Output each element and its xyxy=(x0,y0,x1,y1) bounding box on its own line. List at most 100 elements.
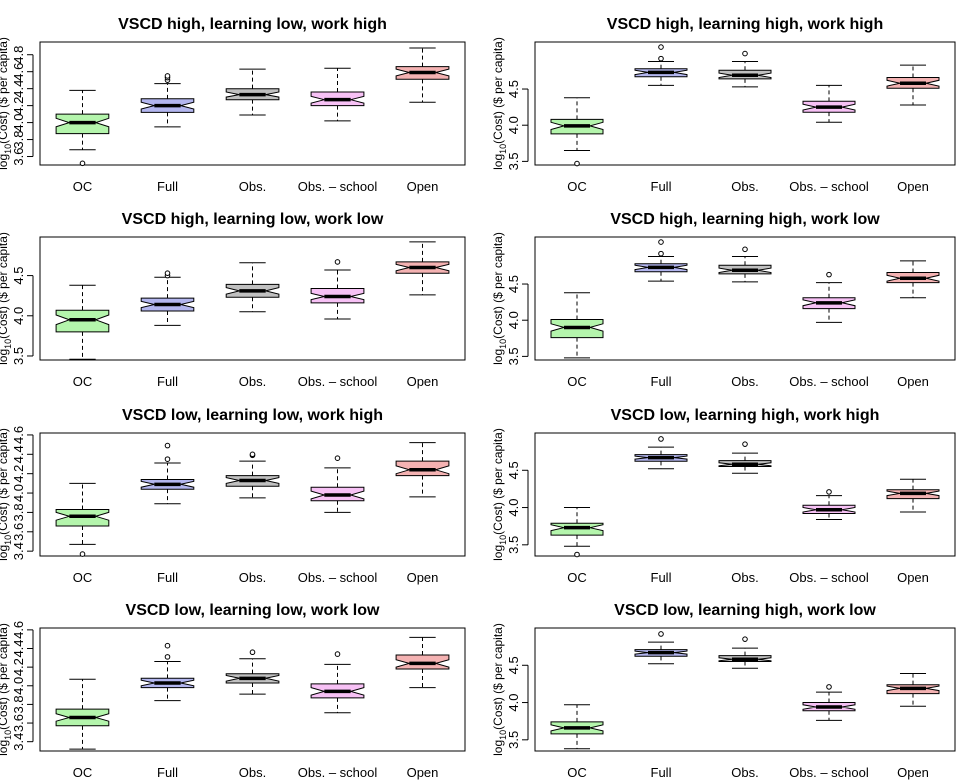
outlier-point xyxy=(164,654,171,660)
y-tick-label: 4.2 xyxy=(11,465,26,483)
x-tick-label: Obs. – school xyxy=(789,374,869,389)
x-tick-label: OC xyxy=(73,570,93,585)
panel-title: VSCD high, learning high, work low xyxy=(610,211,880,228)
box-1 xyxy=(550,507,604,558)
x-tick-label: Open xyxy=(407,570,439,585)
panel-5: VSCD low, learning low, work high 3.43.6 3… xyxy=(0,407,466,585)
plot-frame xyxy=(39,236,466,361)
plot-frame xyxy=(39,432,466,557)
x-tick-label: Obs. – school xyxy=(789,570,869,585)
x-tick-label: Obs. – school xyxy=(789,765,869,780)
x-tick-label: Open xyxy=(897,765,929,780)
box-5 xyxy=(395,636,450,689)
box-4 xyxy=(310,259,365,320)
y-tick-label: 4.2 xyxy=(11,658,26,676)
y-tick-label: 4.0 xyxy=(506,311,521,329)
x-tick-label: OC xyxy=(73,374,93,389)
box-3 xyxy=(718,441,772,474)
panel-3: VSCD high, learning low, work low 3.5 4.0 4… xyxy=(0,211,466,389)
box-3 xyxy=(718,50,772,88)
y-tick-label: 3.4 xyxy=(11,542,26,560)
box-5 xyxy=(886,260,940,299)
y-tick-label: 3.5 xyxy=(506,152,521,170)
plot-frame xyxy=(534,41,956,166)
outlier-point xyxy=(164,642,171,649)
y-tick-label: 4.5 xyxy=(506,80,521,98)
plot-frame xyxy=(534,627,956,752)
x-tick-label: OC xyxy=(73,765,93,780)
y-tick-label: 4.0 xyxy=(11,484,26,502)
x-tick-label: Open xyxy=(897,570,929,585)
y-tick-label: 4.6 xyxy=(11,621,26,639)
y-tick-label: 3.5 xyxy=(506,731,521,749)
panel-title: VSCD high, learning low, work low xyxy=(122,211,384,228)
outlier-point xyxy=(334,651,341,657)
y-tick-label: 4.5 xyxy=(506,461,521,479)
x-tick-label: Open xyxy=(897,179,929,194)
y-tick-label: 4.0 xyxy=(506,694,521,712)
box-4 xyxy=(802,684,856,721)
panel-title: VSCD high, learning low, work high xyxy=(118,16,387,33)
y-tick-label: 4.6 xyxy=(11,426,26,444)
y-tick-label: 4.4 xyxy=(11,80,26,98)
x-tick-label: OC xyxy=(567,765,587,780)
x-tick-label: Open xyxy=(407,765,439,780)
box-4 xyxy=(310,651,365,714)
box-2 xyxy=(140,73,195,128)
y-axis-label: log10(Cost) ($ per capita) xyxy=(491,428,508,561)
box-5 xyxy=(395,442,450,498)
x-tick-label: Obs. – school xyxy=(298,179,378,194)
y-tick-label: 3.8 xyxy=(11,695,26,713)
x-tick-label: Open xyxy=(407,374,439,389)
outlier-point xyxy=(334,455,341,461)
box-1 xyxy=(55,284,110,360)
x-tick-label: Obs. xyxy=(239,765,266,780)
y-tick-label: 4.4 xyxy=(11,639,26,657)
outlier-point xyxy=(658,631,664,637)
x-tick-label: Full xyxy=(651,374,672,389)
x-tick-label: OC xyxy=(73,179,93,194)
box-2 xyxy=(634,239,688,282)
y-tick-label: 4.0 xyxy=(506,499,521,517)
outlier-point xyxy=(164,456,171,462)
y-tick-label: 3.8 xyxy=(11,503,26,521)
y-tick-label: 3.6 xyxy=(11,714,26,732)
x-tick-label: Obs. xyxy=(239,179,266,194)
panel-6: VSCD low, learning high, work high 3.5 4.0… xyxy=(491,407,956,585)
x-tick-label: OC xyxy=(567,374,587,389)
box-5 xyxy=(886,64,940,106)
y-tick-label: 4.0 xyxy=(506,116,521,134)
box-2 xyxy=(140,442,195,505)
outlier-point xyxy=(79,160,86,167)
x-tick-label: Full xyxy=(157,765,178,780)
plot-frame xyxy=(39,627,466,752)
outlier-point xyxy=(826,271,832,278)
y-tick-label: 4.5 xyxy=(506,275,521,293)
x-tick-label: Full xyxy=(651,570,672,585)
outlier-point xyxy=(658,55,664,62)
outlier-point xyxy=(742,441,748,447)
y-axis-label: log10(Cost) ($ per capita) xyxy=(0,37,13,170)
outlier-point xyxy=(658,44,664,50)
x-tick-label: Open xyxy=(407,179,439,194)
outlier-point xyxy=(658,250,664,257)
y-tick-label: 4.0 xyxy=(11,114,26,132)
y-tick-label: 4.6 xyxy=(11,63,26,81)
x-tick-label: Full xyxy=(157,570,178,585)
y-tick-label: 3.4 xyxy=(11,733,26,751)
box-4 xyxy=(310,455,365,513)
x-tick-label: OC xyxy=(567,570,587,585)
outlier-point xyxy=(742,246,748,253)
outlier-point xyxy=(742,50,748,57)
y-tick-label: 4.2 xyxy=(11,97,26,115)
outlier-point xyxy=(574,160,580,167)
y-axis-label: log10(Cost) ($ per capita) xyxy=(0,623,13,756)
box-2 xyxy=(634,44,688,86)
box-5 xyxy=(886,672,940,707)
y-tick-label: 4.5 xyxy=(11,267,26,285)
box-1 xyxy=(55,678,110,750)
panel-1: VSCD high, learning low, work high 3.63.8… xyxy=(0,16,466,194)
box-1 xyxy=(550,292,604,359)
box-5 xyxy=(886,478,940,513)
